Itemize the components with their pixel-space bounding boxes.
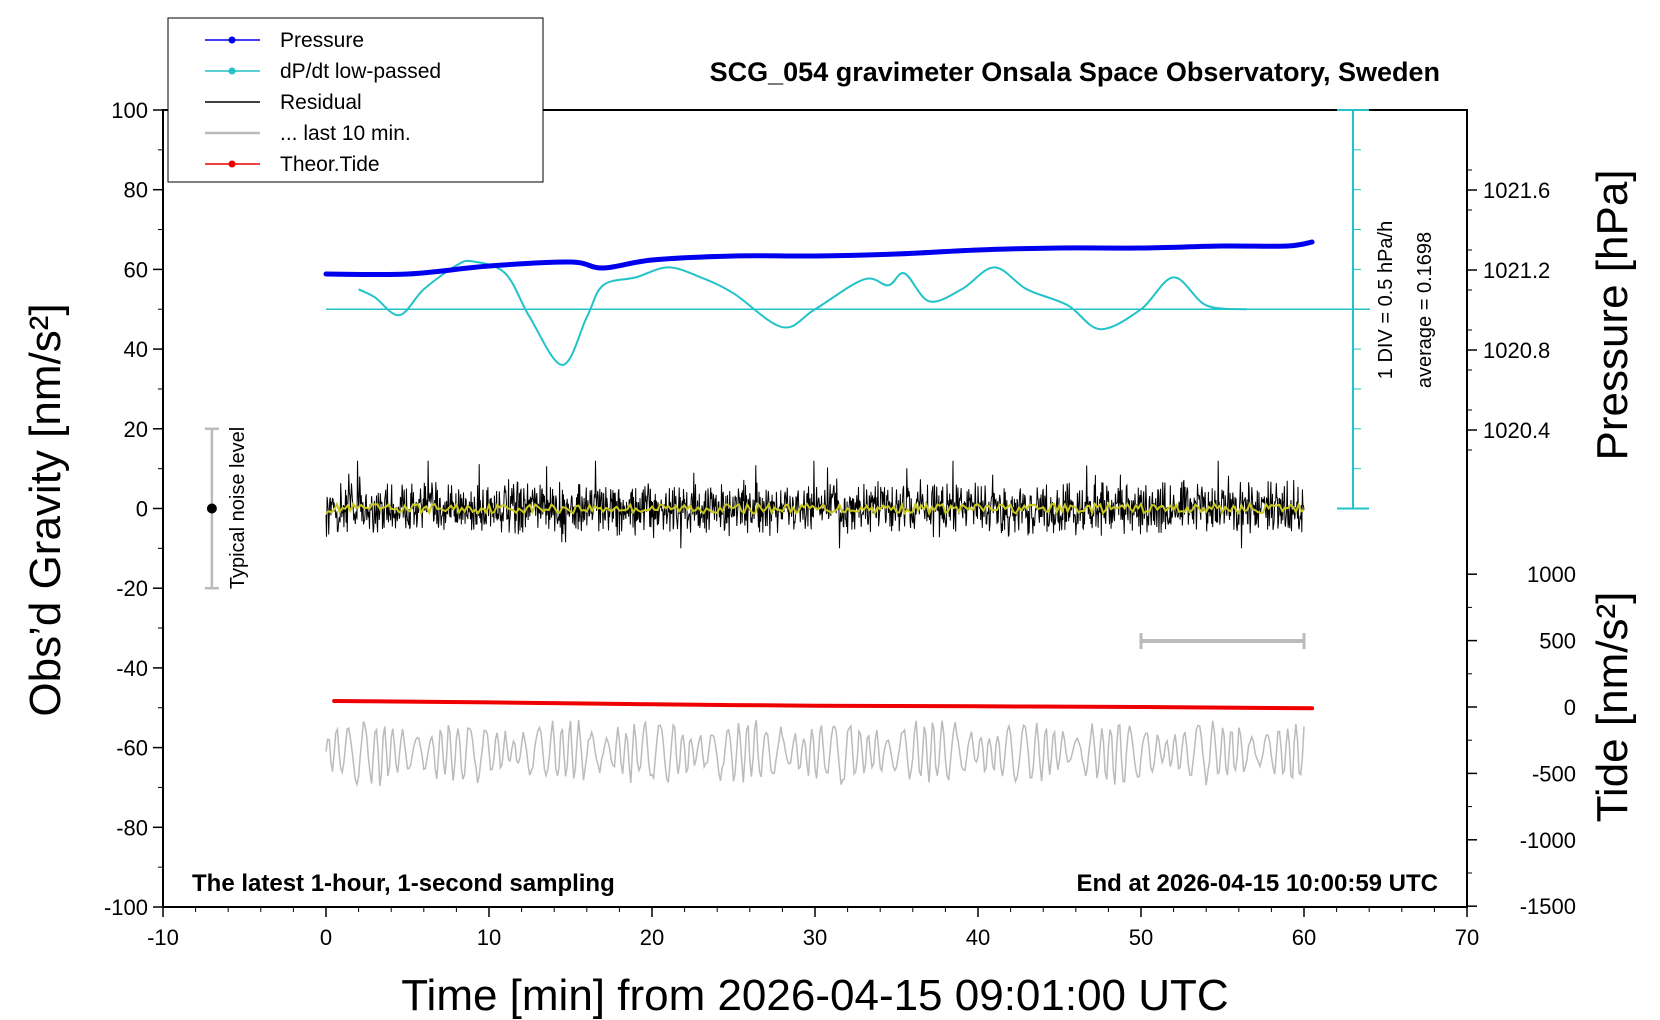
x-tick-label: 60 xyxy=(1292,925,1316,950)
pressure-tick-label: 1020.8 xyxy=(1483,338,1550,363)
x-tick-label: 50 xyxy=(1129,925,1153,950)
x-tick-label: 30 xyxy=(803,925,827,950)
tide-tick-label: 1000 xyxy=(1527,562,1576,587)
legend-label: Pressure xyxy=(280,29,364,52)
y-tick-label: 20 xyxy=(124,417,148,442)
tide-tick-label: -500 xyxy=(1532,761,1576,786)
tide-tick-label: -1500 xyxy=(1520,894,1576,919)
last-10-min-bar xyxy=(1139,633,1306,649)
tide-tick-label: 0 xyxy=(1564,695,1576,720)
x-tick-label: 40 xyxy=(966,925,990,950)
average-label: average = 0.1698 xyxy=(1414,232,1436,388)
x-tick-label: -10 xyxy=(147,925,179,950)
pressure-axis-ticks: 1021.6 1021.2 1020.8 1020.4 xyxy=(1467,169,1550,451)
legend-label: Residual xyxy=(280,91,362,114)
noise-level-bar xyxy=(204,427,219,590)
y-tick-label: 100 xyxy=(111,98,148,123)
pressure-tick-label: 1021.2 xyxy=(1483,258,1550,283)
y-axis-left-label: Obs’d Gravity [nm/s²] xyxy=(21,303,70,716)
tide-tick-label: -1000 xyxy=(1520,828,1576,853)
legend-swatch-marker xyxy=(228,67,236,75)
dpdt-series xyxy=(358,259,1248,367)
y-axis-left-ticks: 100 80 60 40 20 0 -20 -40 -60 -80 -100 xyxy=(104,98,163,920)
residual-smoothed-series xyxy=(325,501,1305,517)
x-tick-label: 0 xyxy=(320,925,332,950)
last-10-min-series xyxy=(325,719,1305,788)
pressure-axis-label: Pressure [hPa] xyxy=(1588,169,1637,460)
tide-axis-ticks: 1000 500 0 -500 -1000 -1500 xyxy=(1467,562,1576,919)
y-tick-label: -80 xyxy=(116,815,148,840)
x-tick-label: 20 xyxy=(640,925,664,950)
pressure-tick-label: 1020.4 xyxy=(1483,418,1550,443)
x-tick-label: 70 xyxy=(1455,925,1479,950)
y-tick-label: 40 xyxy=(124,337,148,362)
legend-label: Theor.Tide xyxy=(280,153,380,176)
legend-box xyxy=(167,17,544,183)
noise-level-label: Typical noise level xyxy=(227,427,249,589)
chart-title: SCG_054 gravimeter Onsala Space Observat… xyxy=(710,57,1440,87)
legend-swatch-marker xyxy=(228,160,236,168)
legend-label: ... last 10 min. xyxy=(280,122,411,145)
y-tick-label: 80 xyxy=(124,178,148,203)
residual-series xyxy=(325,460,1305,549)
x-axis-ticks: -10 0 10 20 30 40 50 60 70 xyxy=(147,907,1479,950)
tide-axis-label: Tide [nm/s²] xyxy=(1588,592,1637,823)
y-tick-label: -40 xyxy=(116,656,148,681)
y-tick-label: 0 xyxy=(136,497,148,522)
pressure-series xyxy=(323,239,1315,278)
legend-swatch-marker xyxy=(228,36,236,44)
noise-bar-dot xyxy=(206,503,217,514)
tide-series xyxy=(332,699,1315,711)
y-tick-label: 60 xyxy=(124,257,148,282)
series-layer xyxy=(323,239,1315,788)
legend-label: dP/dt low-passed xyxy=(280,60,441,83)
x-tick-label: 10 xyxy=(477,925,501,950)
pressure-tick-label: 1021.6 xyxy=(1483,178,1550,203)
tide-tick-label: 500 xyxy=(1539,629,1576,654)
y-tick-label: -100 xyxy=(104,895,148,920)
y-tick-label: -60 xyxy=(116,736,148,761)
x-axis-label: Time [min] from 2026-04-15 09:01:00 UTC xyxy=(401,971,1228,1020)
y-tick-label: -20 xyxy=(116,576,148,601)
legend: Pressure dP/dt low-passed Residual ... last… xyxy=(167,17,544,183)
div-scale-label: 1 DIV = 0.5 hPa/h xyxy=(1375,221,1397,379)
note-left: The latest 1-hour, 1-second sampling xyxy=(192,870,615,897)
note-right: End at 2026-04-15 10:00:59 UTC xyxy=(1077,870,1439,897)
